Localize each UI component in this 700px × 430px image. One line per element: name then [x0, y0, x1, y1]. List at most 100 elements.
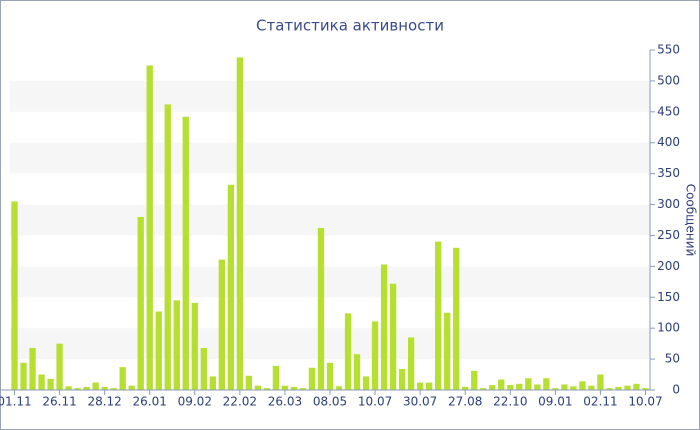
bar [56, 343, 63, 390]
bar [236, 57, 244, 390]
bar [543, 378, 550, 390]
x-tick-label: 26.01 [133, 395, 167, 409]
bar [353, 354, 361, 390]
bar [507, 385, 514, 390]
bar [47, 378, 54, 390]
bar [588, 385, 595, 390]
bar [11, 201, 18, 390]
bar [146, 65, 153, 391]
bar [380, 264, 388, 390]
grid-band [10, 80, 650, 112]
bar [480, 388, 487, 390]
bar [462, 386, 469, 390]
grid-band [10, 142, 650, 174]
bar [407, 337, 415, 390]
bar [101, 386, 108, 390]
bar [534, 384, 541, 390]
x-tick-label: 08.05 [313, 395, 347, 409]
x-tick-label: 22.10 [493, 395, 527, 409]
y-tick-label: 500 [657, 73, 680, 87]
bar [110, 388, 117, 390]
bar [516, 383, 523, 390]
y-tick-label: 550 [657, 43, 680, 57]
chart-title: Статистика активности [256, 17, 444, 35]
bar [317, 228, 325, 390]
bar [371, 321, 379, 390]
x-tick-label: 26.03 [268, 395, 302, 409]
bar [498, 379, 505, 390]
x-tick-label: 09.01 [538, 395, 572, 409]
bar [299, 388, 307, 390]
bar [597, 374, 604, 390]
bar [65, 386, 72, 390]
x-tick-label: 27.08 [448, 395, 482, 409]
grid-band [10, 204, 650, 236]
bar [29, 347, 36, 390]
bar [74, 388, 81, 390]
bar [642, 388, 649, 390]
bar [570, 386, 577, 390]
bar [128, 385, 135, 390]
y-tick-label: 250 [657, 228, 680, 242]
bar [182, 116, 189, 390]
bar [200, 347, 207, 390]
bar [489, 385, 496, 390]
y-tick-label: 0 [672, 383, 680, 397]
y-tick-label: 400 [657, 135, 680, 149]
y-tick-label: 150 [657, 290, 680, 304]
bar [416, 382, 424, 390]
bar [155, 311, 162, 390]
bar [209, 376, 216, 390]
bar [444, 312, 451, 390]
x-tick-label: 10.07 [358, 395, 392, 409]
bar [633, 383, 640, 390]
bar [435, 241, 442, 390]
bar [362, 376, 370, 390]
y-tick-label: 450 [657, 104, 680, 118]
bar [137, 216, 144, 390]
bar [308, 367, 316, 390]
bar [579, 381, 586, 390]
grid-band [10, 266, 650, 298]
x-tick-label: 28.12 [87, 395, 121, 409]
y-tick-label: 350 [657, 166, 680, 180]
bar [119, 367, 126, 390]
bar [218, 259, 225, 390]
x-tick-label: 22.02 [223, 395, 257, 409]
y-axis-label: Сообщений [684, 184, 698, 257]
x-tick-label: 02.11 [583, 395, 617, 409]
y-tick-label: 50 [665, 352, 680, 366]
grid-band [10, 328, 650, 360]
bar [173, 300, 180, 390]
bar [606, 388, 613, 390]
bar [471, 370, 478, 390]
bar [326, 362, 334, 390]
bar [344, 313, 352, 390]
bar [227, 184, 234, 390]
bar [20, 362, 27, 390]
bar [426, 382, 433, 390]
bar [389, 283, 397, 390]
bar [191, 302, 198, 390]
bar [272, 365, 280, 390]
y-tick-label: 100 [657, 321, 680, 335]
bar [398, 368, 406, 390]
bar [335, 386, 343, 390]
y-tick-label: 300 [657, 197, 680, 211]
x-tick-label: 09.02 [178, 395, 212, 409]
bar [561, 384, 568, 390]
bar [254, 385, 262, 390]
bar [245, 375, 253, 390]
x-tick-label: 10.07 [628, 395, 662, 409]
bar [164, 104, 171, 391]
bar [281, 385, 289, 390]
bar [83, 386, 90, 390]
bar [624, 385, 631, 390]
x-tick-label: 01.11 [0, 395, 32, 409]
x-tick-label: 30.07 [403, 395, 437, 409]
bar [615, 386, 622, 390]
bar [38, 374, 45, 390]
x-tick-label: 26.11 [42, 395, 76, 409]
